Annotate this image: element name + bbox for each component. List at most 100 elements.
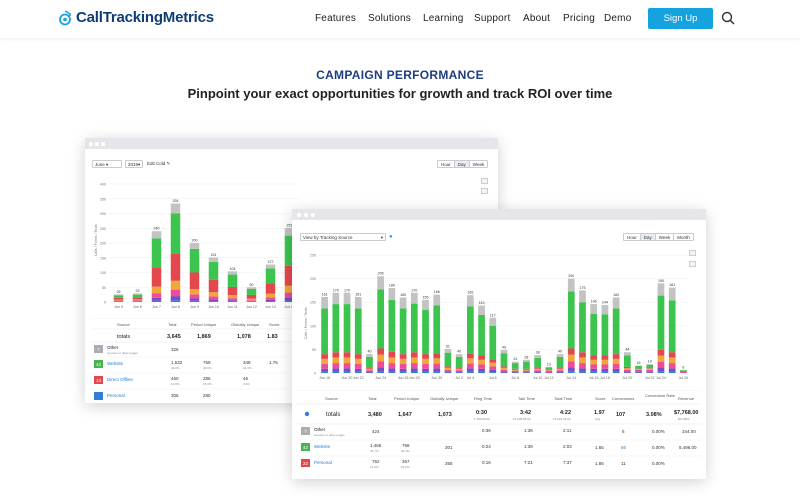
source-rate-personal: 0.00% [652, 461, 665, 466]
bar-segment [399, 354, 407, 359]
bar-segment [321, 364, 328, 369]
x-tick-label: Jun 10 [208, 305, 219, 309]
col-header-globally-unique: Globally Unique [430, 396, 459, 401]
bar-segment [189, 298, 200, 301]
x-tick-label: Jun 9 [190, 305, 199, 309]
bar-segment [534, 371, 541, 373]
source-pu-pct-personal: 22.2% [401, 465, 410, 469]
bar-segment [500, 366, 508, 368]
bar-segment [189, 300, 200, 302]
bar-segment [151, 297, 162, 301]
bar-segment [623, 368, 631, 370]
month-select[interactable]: June ▾ [92, 160, 122, 168]
bar-segment [556, 371, 564, 373]
source-badge-text: 42 [303, 445, 309, 450]
range-month[interactable]: Month [677, 235, 690, 240]
bar-data-label: 16 [637, 361, 641, 365]
bar-data-label: 166 [434, 290, 440, 294]
bar-segment [556, 368, 564, 371]
bar-segment [132, 293, 143, 295]
window-dot [95, 141, 99, 146]
bar-segment [321, 308, 328, 355]
brand-logo[interactable]: CallTrackingMetrics [58, 9, 214, 26]
y-tick-label: 0 [104, 301, 106, 305]
source-badge [94, 360, 103, 368]
chart-zoom-icon[interactable] [481, 188, 488, 194]
edit-button[interactable]: Edit Cold ✎ [147, 160, 170, 168]
bar-segment [321, 371, 328, 373]
bar-segment [579, 302, 586, 353]
nav-item-solutions[interactable]: Solutions [368, 13, 411, 24]
bar-data-label: 161 [322, 293, 328, 297]
bar-segment [433, 371, 441, 373]
x-tick-label: Jun 22 [353, 376, 364, 380]
sign-up-button[interactable]: Sign Up [648, 8, 713, 29]
bar-segment [265, 299, 276, 302]
chart-menu-icon[interactable] [481, 178, 488, 184]
bar-segment [284, 292, 295, 298]
bar-segment [511, 361, 519, 364]
nav-item-about[interactable]: About [523, 13, 551, 24]
bar-segment [579, 368, 586, 372]
source-total-pct-website: 41.7% [370, 449, 379, 453]
bar-segment [399, 308, 407, 355]
chart-menu-icon[interactable] [689, 250, 696, 256]
nav-item-demo[interactable]: Demo [604, 13, 632, 24]
bar-segment [534, 355, 541, 358]
source-total-personal: 306 [171, 393, 179, 398]
totals-globally-unique: 1,078 [237, 334, 251, 340]
pencil-icon: ✎ [166, 161, 171, 166]
totals-score-sub: Avg [595, 417, 600, 421]
nav-item-learning[interactable]: Learning [423, 13, 464, 24]
bar-segment [489, 317, 497, 326]
nav-item-features[interactable]: Features [315, 13, 357, 24]
range-week[interactable]: Week [472, 162, 485, 167]
bar-data-label: 40 [367, 350, 371, 354]
year-select[interactable]: 2019▾ [125, 160, 143, 168]
bar-segment [657, 349, 665, 356]
bar-segment [668, 287, 676, 301]
nav-item-pricing[interactable]: Pricing [563, 13, 595, 24]
col-header-score: Score [595, 396, 606, 401]
source-gu-personal: 355 [445, 461, 453, 466]
bar-segment [579, 371, 586, 373]
source-total-time-personal: 7:37 [563, 460, 572, 465]
bar-segment [612, 371, 620, 373]
x-tick-label: Jun 18 [319, 376, 330, 380]
source-ring-personal: 0:16 [482, 460, 491, 465]
bar-data-label: 155 [423, 295, 429, 299]
bar-segment [170, 296, 181, 301]
range-hour[interactable]: Hour [438, 161, 455, 167]
bar-segment [422, 371, 429, 373]
bar-data-label: 40 [457, 350, 461, 354]
bar-segment [265, 301, 276, 302]
y-tick-label: 100 [310, 324, 316, 328]
range-day[interactable]: Day [454, 161, 470, 167]
edit-label: Edit Cold [147, 161, 166, 166]
bar-segment [366, 354, 373, 357]
section-headline: CAMPAIGN PERFORMANCE [316, 68, 484, 82]
source-name-personal: Personal [314, 460, 332, 465]
bar-segment [151, 293, 162, 298]
source-gu-website: 348 [243, 360, 251, 365]
add-icon[interactable]: ● [389, 234, 393, 240]
range-hour[interactable]: Hour [624, 234, 641, 240]
source-badge-text: 42 [96, 362, 102, 367]
nav-item-support[interactable]: Support [474, 13, 511, 24]
search-icon[interactable] [721, 11, 735, 25]
source-total-personal: 762 [372, 459, 380, 464]
bar-segment [343, 368, 351, 372]
gear-icon[interactable] [304, 411, 310, 417]
bar-segment [332, 371, 340, 373]
chart-zoom-icon[interactable] [689, 261, 696, 267]
range-day[interactable]: Day [640, 234, 656, 240]
source-total-direct: 460 [171, 376, 179, 381]
bar-segment [189, 243, 200, 249]
bar-segment [332, 368, 340, 372]
bar-segment [455, 356, 463, 368]
range-week[interactable]: Week [656, 234, 675, 240]
bar-segment [433, 368, 441, 372]
view-by-select[interactable]: View by Tracking Source ▾ [300, 233, 386, 241]
bar-segment [590, 371, 598, 373]
x-tick-label: Jun 5 [114, 305, 123, 309]
